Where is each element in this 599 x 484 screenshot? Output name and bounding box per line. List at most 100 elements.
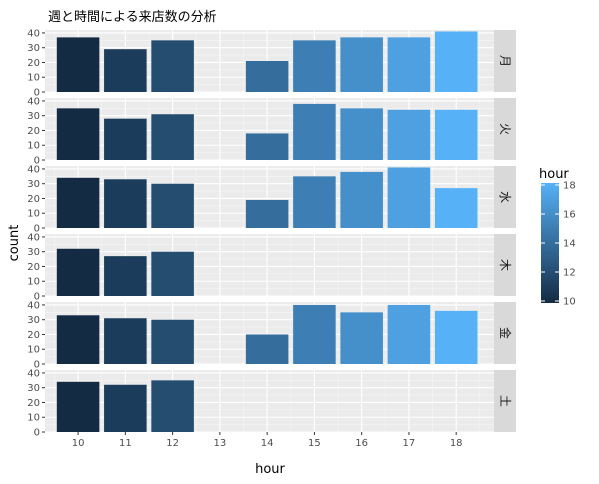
y-tick-label: 20 xyxy=(27,194,40,205)
bar xyxy=(151,40,194,92)
bar xyxy=(340,171,383,228)
bar xyxy=(434,310,478,364)
x-tick-label: 18 xyxy=(450,438,463,449)
x-tick-label: 10 xyxy=(72,438,85,449)
legend: 10 12 14 16 18 xyxy=(541,181,576,308)
y-tick-label: 0 xyxy=(34,428,40,439)
y-tick-label: 10 xyxy=(27,345,40,356)
y-tick-label: 40 xyxy=(27,96,40,107)
x-tick-label: 15 xyxy=(308,438,321,449)
bar xyxy=(151,380,194,432)
y-tick-label: 10 xyxy=(27,277,40,288)
facet-strip xyxy=(494,370,516,432)
legend-tick-label: 12 xyxy=(563,268,576,279)
y-tick-label: 0 xyxy=(34,360,40,371)
y-tick-label: 0 xyxy=(34,88,40,99)
x-tick-label: 12 xyxy=(166,438,179,449)
bar xyxy=(434,188,478,228)
bar xyxy=(340,108,383,160)
facet-strip-label: 土 xyxy=(498,395,512,407)
y-tick-label: 30 xyxy=(27,315,40,326)
facet-strip-label: 木 xyxy=(498,259,512,271)
y-tick-label: 20 xyxy=(27,398,40,409)
y-tick-label: 10 xyxy=(27,141,40,152)
facet-panel: 0 10 20 30 40 土 xyxy=(27,368,516,439)
x-tick-label: 16 xyxy=(355,438,368,449)
bar xyxy=(151,114,194,160)
bar xyxy=(151,183,194,228)
y-tick-label: 30 xyxy=(27,383,40,394)
y-tick-label: 30 xyxy=(27,247,40,258)
chart-title: 週と時間による来店数の分析 xyxy=(48,10,217,25)
y-tick-label: 40 xyxy=(27,232,40,243)
facet-strip xyxy=(494,302,516,364)
facet-strip-label: 金 xyxy=(498,327,513,339)
facet-strip xyxy=(494,98,516,160)
legend-colorbar xyxy=(541,183,559,303)
bar xyxy=(104,118,147,160)
facet-panel: 0 10 20 30 40 水 xyxy=(27,164,516,235)
facet-panel: 0 10 20 30 40 金 xyxy=(27,300,516,371)
bar xyxy=(56,381,100,432)
y-tick-label: 40 xyxy=(27,368,40,379)
facet-strip-label: 月 xyxy=(498,55,512,67)
x-tick-label: 14 xyxy=(261,438,274,449)
bar xyxy=(104,179,147,228)
y-tick-label: 30 xyxy=(27,43,40,54)
y-tick-label: 10 xyxy=(27,413,40,424)
y-tick-label: 10 xyxy=(27,209,40,220)
y-tick-label: 40 xyxy=(27,164,40,175)
bar xyxy=(56,37,100,92)
x-axis: 10 11 12 13 14 15 16 17 18 xyxy=(72,432,463,449)
facet-strip-label: 水 xyxy=(498,191,512,203)
y-tick-label: 30 xyxy=(27,111,40,122)
facet-strip-label: 火 xyxy=(498,123,512,135)
bar xyxy=(387,109,431,160)
y-tick-label: 40 xyxy=(27,300,40,311)
y-axis-label: count xyxy=(7,225,22,262)
legend-tick-label: 14 xyxy=(563,239,576,250)
facet-panel: 0 10 20 30 40 火 xyxy=(27,96,516,167)
x-tick-label: 11 xyxy=(119,438,132,449)
bar xyxy=(293,40,336,92)
y-tick-label: 20 xyxy=(27,330,40,341)
bar xyxy=(245,61,289,92)
legend-tick-label: 10 xyxy=(563,297,576,308)
bar xyxy=(104,49,147,92)
legend-title: hour xyxy=(539,167,569,182)
bar xyxy=(387,167,431,228)
bar xyxy=(293,103,336,160)
bar xyxy=(340,312,383,364)
bar xyxy=(434,31,478,93)
bar xyxy=(104,384,147,432)
bar xyxy=(56,315,100,364)
facet-strip xyxy=(494,234,516,296)
bar xyxy=(387,37,431,92)
bar xyxy=(56,108,100,160)
y-tick-label: 10 xyxy=(27,73,40,84)
x-tick-label: 17 xyxy=(403,438,416,449)
y-tick-label: 20 xyxy=(27,58,40,69)
y-tick-label: 0 xyxy=(34,224,40,235)
bar xyxy=(293,176,336,228)
facet-strip xyxy=(494,166,516,228)
panels: 0 10 20 30 40 月 0 10 20 30 40 火 0 10 20 30 40 水 0 10 20 30 40 木… xyxy=(27,28,516,439)
bar xyxy=(151,251,194,296)
bar xyxy=(434,109,478,160)
bar xyxy=(245,199,289,228)
y-tick-label: 20 xyxy=(27,262,40,273)
x-axis-label: hour xyxy=(255,462,285,477)
bar xyxy=(245,334,289,364)
legend-tick-label: 16 xyxy=(563,210,576,221)
y-tick-label: 0 xyxy=(34,292,40,303)
bar xyxy=(56,248,100,296)
facet-strip xyxy=(494,30,516,92)
y-tick-label: 20 xyxy=(27,126,40,137)
bar xyxy=(104,318,147,364)
y-tick-label: 40 xyxy=(27,28,40,39)
bar xyxy=(104,256,147,296)
legend-tick-label: 18 xyxy=(563,181,576,192)
y-tick-label: 0 xyxy=(34,156,40,167)
